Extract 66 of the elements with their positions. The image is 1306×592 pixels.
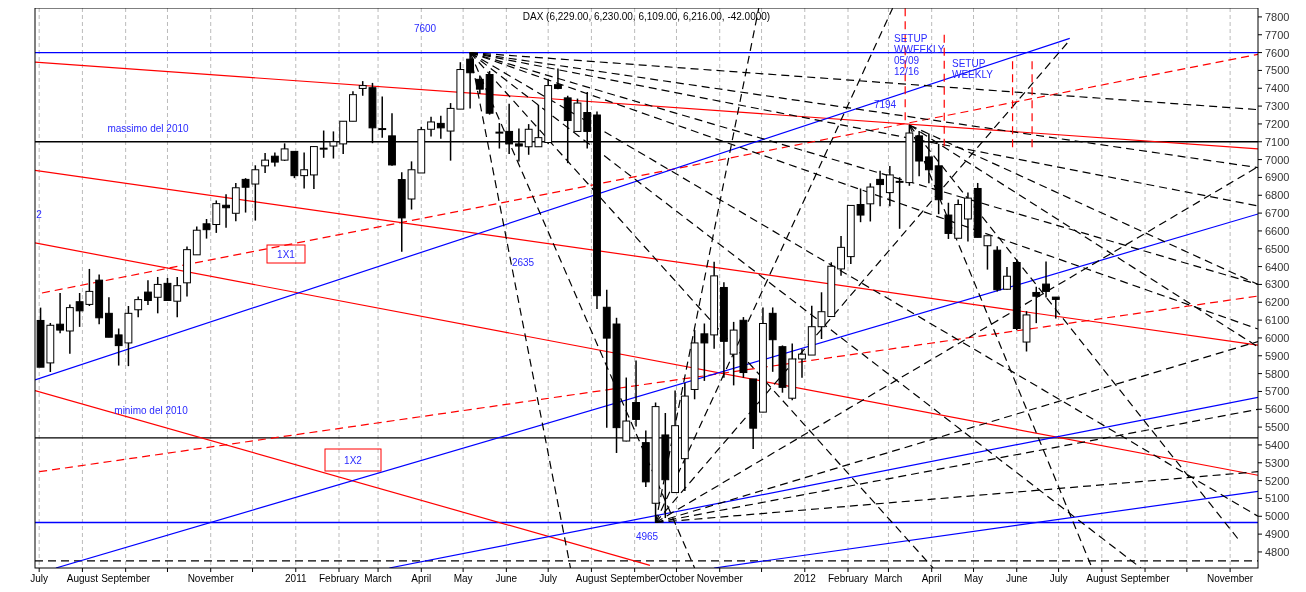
- y-tick-label: 7100: [1265, 135, 1290, 148]
- y-tick-label: 4800: [1265, 545, 1290, 558]
- chart-title: DAX (6,229.00, 6,230.00, 6,109.00, 6,216.00, -42.0000): [522, 11, 771, 22]
- y-tick-label: 7000: [1265, 153, 1290, 166]
- x-tick-label: August: [1086, 573, 1118, 584]
- y-tick-label: 6400: [1265, 260, 1290, 273]
- x-tick-label: June: [495, 573, 518, 584]
- x-tick-label: April: [921, 573, 942, 584]
- x-tick-label: February: [828, 573, 869, 584]
- y-tick-label: 6500: [1265, 242, 1290, 255]
- x-tick-label: 2012: [793, 573, 817, 584]
- y-tick-label: 6800: [1265, 189, 1290, 202]
- x-tick-label: April: [411, 573, 432, 584]
- x-tick-label: February: [319, 573, 360, 584]
- y-tick-label: 7600: [1265, 46, 1290, 59]
- x-tick-label: October: [658, 573, 695, 584]
- y-tick-label: 5600: [1265, 403, 1290, 416]
- x-tick-label: November: [696, 573, 744, 584]
- y-tick-label: 6700: [1265, 207, 1290, 220]
- y-tick-label: 5100: [1265, 492, 1290, 505]
- annotation: 2: [36, 209, 43, 220]
- y-tick-label: 5000: [1265, 510, 1290, 523]
- x-tick-label: July: [1049, 573, 1068, 584]
- annotation: minimo del 2010: [114, 405, 189, 416]
- y-tick-label: 7800: [1265, 10, 1290, 23]
- annotation: 2635: [511, 257, 535, 268]
- y-tick-label: 5200: [1265, 474, 1290, 487]
- y-tick-label: 5400: [1265, 438, 1290, 451]
- x-tick-label: 2011: [285, 573, 307, 584]
- y-tick-label: 5900: [1265, 349, 1290, 362]
- x-tick-label: May: [453, 573, 473, 584]
- y-tick-label: 4900: [1265, 528, 1290, 541]
- x-tick-label: July: [539, 573, 558, 584]
- x-tick-label: August: [575, 573, 608, 584]
- y-tick-label: 6000: [1265, 331, 1290, 344]
- x-tick-label: September: [610, 573, 660, 584]
- y-tick-label: 6600: [1265, 224, 1290, 237]
- annotation: 1X1: [277, 249, 296, 260]
- y-tick-label: 5300: [1265, 456, 1290, 469]
- y-tick-label: 7400: [1265, 82, 1290, 95]
- x-tick-label: June: [1005, 573, 1029, 584]
- x-tick-label: November: [1207, 573, 1254, 584]
- y-tick-label: 6200: [1265, 296, 1290, 309]
- x-tick-label: August: [66, 573, 99, 584]
- x-tick-label: September: [1120, 573, 1171, 584]
- annotation: 1X2: [344, 455, 363, 466]
- annotation: 7600: [413, 23, 437, 34]
- x-tick-label: November: [187, 573, 235, 584]
- x-tick-label: March: [874, 573, 903, 584]
- annotation: 4965: [635, 531, 659, 542]
- y-tick-label: 5700: [1265, 385, 1290, 398]
- x-tick-label: March: [364, 573, 392, 584]
- y-tick-label: 6300: [1265, 278, 1290, 291]
- x-tick-label: May: [964, 573, 983, 584]
- y-tick-label: 7700: [1265, 28, 1290, 41]
- y-tick-label: 6900: [1265, 171, 1290, 184]
- x-tick-label: September: [101, 573, 151, 584]
- y-tick-label: 7300: [1265, 100, 1290, 113]
- y-tick-label: 5500: [1265, 421, 1290, 434]
- y-tick-label: 7200: [1265, 117, 1290, 130]
- y-tick-label: 7500: [1265, 64, 1290, 77]
- x-tick-label: July: [30, 573, 49, 584]
- annotation: 7194: [873, 99, 897, 110]
- annotation: massimo del 2010: [107, 123, 190, 134]
- y-tick-label: 5800: [1265, 367, 1290, 380]
- y-tick-label: 6100: [1265, 314, 1290, 327]
